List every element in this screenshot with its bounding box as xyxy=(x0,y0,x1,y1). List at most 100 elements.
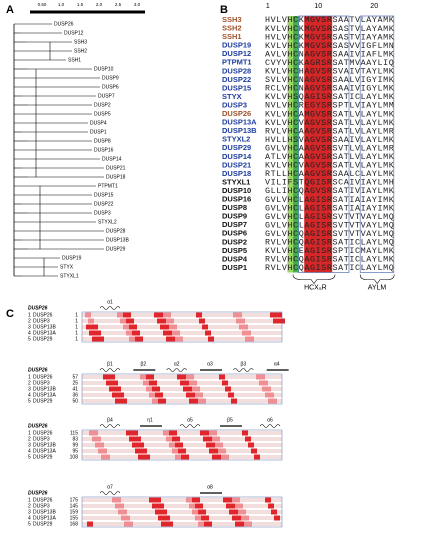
tree-leaf: DUSP29 xyxy=(106,246,126,252)
conserved-block xyxy=(115,503,124,509)
row-number: 3 xyxy=(28,386,31,392)
row-start: 25 xyxy=(72,380,78,386)
sequence-track xyxy=(82,319,282,323)
protein-name: DUSP22 xyxy=(222,75,251,84)
structure-helix xyxy=(233,368,254,372)
conserved-block xyxy=(188,386,200,392)
conserved-block xyxy=(98,448,107,454)
row-name: DUSP13A xyxy=(33,330,56,336)
structure-label: β4 xyxy=(107,417,113,423)
conserved-block xyxy=(189,398,198,404)
conserved-block xyxy=(124,521,133,527)
row-number: 1 xyxy=(28,374,31,380)
conserved-block xyxy=(115,398,127,404)
row-name: DUSP13A xyxy=(33,515,56,521)
conserved-block xyxy=(206,442,215,448)
conserved-block xyxy=(194,398,206,404)
row-name: DUSP29 xyxy=(33,521,53,527)
sequence: GVLVHCLAGISRSVTVTVAYLMQ xyxy=(265,212,394,222)
conserved-block xyxy=(152,398,158,404)
tree-leaf: PTPMT1 xyxy=(98,183,118,189)
conserved-block xyxy=(154,392,163,398)
sequence: AVLVHCNAGVSRSAAIVIAFLMK xyxy=(265,49,395,59)
sequence: CVYVHCKAGRSRSATMVAAYLIQ xyxy=(265,58,394,68)
conserved-block xyxy=(265,392,274,398)
structure-helix xyxy=(179,424,201,428)
conserved-block xyxy=(138,454,150,460)
tree-leaf: DUSP1 xyxy=(90,129,107,135)
tree-leaf: DUSP19 xyxy=(62,255,82,261)
conserved-block xyxy=(191,497,200,503)
row-start: 95 xyxy=(72,448,78,454)
conserved-block xyxy=(87,521,93,527)
conserved-block xyxy=(198,521,204,527)
conserved-block xyxy=(197,509,206,515)
ruler-number: 10 xyxy=(314,3,322,10)
block-header: DUSP26 xyxy=(28,305,48,311)
protein-name: DUSP4 xyxy=(222,254,248,263)
tree-leaf: DUSP8 xyxy=(94,138,111,144)
row-name: DUSP29 xyxy=(33,336,53,342)
conserved-block xyxy=(192,509,198,515)
row-name: DUSP13A xyxy=(33,392,56,398)
structure-label: α7 xyxy=(107,484,113,490)
conserved-block xyxy=(92,336,104,342)
tree-leaf: DUSP14 xyxy=(102,156,122,162)
conserved-block xyxy=(245,436,251,442)
tree-leaf: DUSP6 xyxy=(102,84,119,90)
conserved-block xyxy=(172,448,178,454)
protein-name: DUSP21 xyxy=(222,160,251,169)
conserved-block xyxy=(180,454,189,460)
protein-name: DUSP2 xyxy=(222,237,247,246)
sequence-track xyxy=(82,431,282,435)
conserved-block xyxy=(146,386,152,392)
row-start: 108 xyxy=(70,454,79,460)
tree-leaf: DUSP13B xyxy=(106,237,129,243)
conserved-block xyxy=(162,318,174,324)
sequence: RVLVHCQAGISRSATICLAYLMK xyxy=(265,255,395,265)
conserved-block xyxy=(183,386,192,392)
conserved-block xyxy=(163,330,172,336)
row-number: 2 xyxy=(28,436,31,442)
conserved-block xyxy=(157,398,166,404)
sequence: RCLVHCNAGVSRSAAIVIGYLMK xyxy=(265,84,395,94)
protein-name: DUSP3 xyxy=(222,100,247,109)
sequence: KVLVHCKMGVSRSASTVLAYAMK xyxy=(265,24,395,34)
conserved-block xyxy=(129,436,141,442)
conserved-block xyxy=(117,312,123,318)
structure-label: β2 xyxy=(140,361,146,367)
row-name: DUSP13B xyxy=(33,442,56,448)
conserved-block xyxy=(231,398,237,404)
structure-label: α2 xyxy=(174,361,180,367)
sequence: HVLVHCKMGVSRSASTVIAYAMK xyxy=(265,32,395,42)
sequence-track xyxy=(82,313,282,317)
conserved-block xyxy=(122,312,131,318)
row-name: DUSP13B xyxy=(33,509,56,515)
conserved-block xyxy=(168,430,177,436)
conserved-block xyxy=(177,448,186,454)
row-number: 3 xyxy=(28,509,31,515)
conserved-block xyxy=(157,318,166,324)
alignment-frame xyxy=(81,373,283,405)
conserved-block xyxy=(145,374,154,380)
tree-leaf: DUSP16 xyxy=(94,147,114,153)
tree-leaf: SSH2 xyxy=(74,48,87,54)
sequence-track xyxy=(82,516,282,520)
row-start: 1 xyxy=(75,324,78,330)
conserved-block xyxy=(112,497,121,503)
sequence-track xyxy=(82,437,282,441)
conserved-block xyxy=(95,442,104,448)
row-start: 159 xyxy=(70,509,79,515)
conserved-block xyxy=(191,392,203,398)
sequence: KVLVHCVAGVSRSATLVLAYLMK xyxy=(265,118,395,128)
conserved-block xyxy=(112,392,124,398)
structure-label: η1 xyxy=(147,417,153,423)
sequence-track xyxy=(82,387,282,391)
conserved-block xyxy=(171,436,180,442)
row-name: DUSP3 xyxy=(33,318,50,324)
row-start: 115 xyxy=(70,430,78,436)
alignment-frame xyxy=(81,429,283,461)
protein-name: DUSP26 xyxy=(222,109,251,118)
sequence: KVLVHCHAGVSRSVAIVTAYLMK xyxy=(265,67,395,77)
